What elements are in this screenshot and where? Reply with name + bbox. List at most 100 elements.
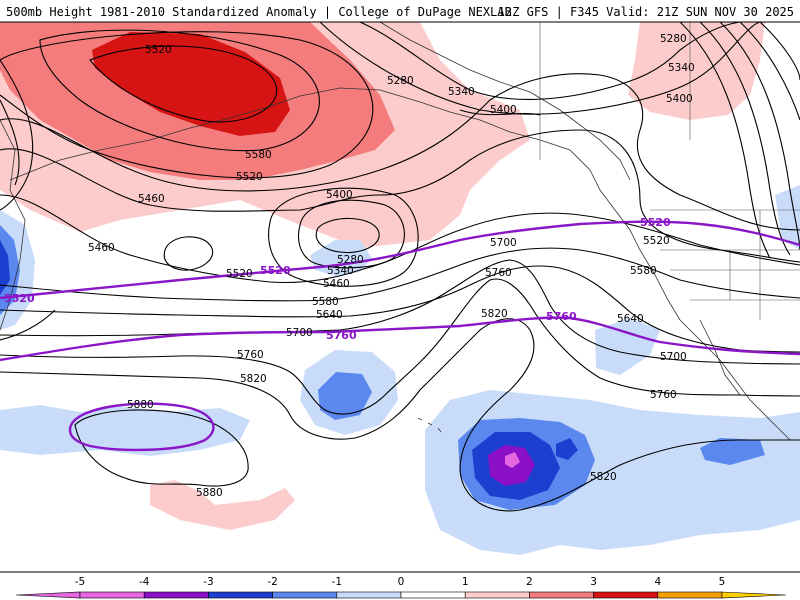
contour-cutoff-3: [297, 199, 405, 269]
colorbar-tick-label: 5: [719, 576, 726, 588]
anomaly-neg-w2: [0, 225, 20, 315]
contour-label: 5760: [650, 389, 677, 401]
header-bar: [0, 0, 800, 22]
contour-label: 5400: [490, 104, 517, 116]
contour-label: 5820: [240, 373, 267, 385]
contour-label: 5520: [145, 44, 172, 56]
anomaly-pos4: [628, 22, 765, 120]
colorbar-tick-label: 1: [462, 576, 469, 588]
colorbar-segment: [464, 591, 530, 599]
contour-label: 5280: [660, 33, 687, 45]
anomaly-neg-s5: [505, 452, 520, 468]
header-right: 12Z GFS | F345 Valid: 21Z SUN NOV 30 202…: [498, 5, 794, 19]
colorbar-segment: [400, 591, 466, 599]
header-left: 500mb Height 1981-2010 Standardized Anom…: [6, 5, 512, 19]
contour-label: 5340: [327, 265, 354, 277]
contour-5220: [89, 45, 278, 123]
contour-label: 5640: [316, 309, 343, 321]
anomaly-neg-s6: [556, 438, 578, 460]
climo-label: 5520: [260, 264, 291, 277]
contour-cutoff-2: [315, 217, 380, 254]
climo-label: 5760: [326, 329, 357, 342]
colorbar-high-extend: [721, 591, 787, 599]
contour-east-5: [759, 21, 800, 81]
colorbar-segment: [657, 591, 723, 599]
climo-labels: 5520 5760 5760 5520 5520: [4, 216, 671, 342]
coast-hawaii: [417, 417, 442, 433]
contour-label: 5520: [643, 235, 670, 247]
contour-label: 5820: [590, 471, 617, 483]
anomaly-neg-m2: [318, 372, 372, 420]
anomaly-neg-e1: [595, 318, 660, 375]
climo-label: 5520: [4, 292, 35, 305]
contour-cutoff-1: [163, 236, 213, 271]
colorbar: -5 -4 -3 -2 -1 0 1 2 3 4 5: [15, 576, 787, 599]
climo-5520: [0, 220, 800, 300]
colorbar-tick-label: -1: [332, 576, 342, 588]
contour-5760: [0, 278, 800, 415]
contour-5580: [0, 247, 800, 302]
colorbar-tick-label: 3: [590, 576, 597, 588]
contour-5460-a: [0, 129, 800, 263]
contour-label: 5580: [312, 296, 339, 308]
climo-contours: [0, 220, 800, 452]
colorbar-tick-label: -3: [203, 576, 213, 588]
coast-ak: [379, 21, 631, 181]
climo-5880: [68, 402, 215, 452]
anomaly-neg-w3: [0, 240, 10, 295]
contour-label: 5340: [448, 86, 475, 98]
contour-label: 5640: [617, 313, 644, 325]
colorbar-segment: [208, 591, 273, 599]
anomaly-neg-e3: [775, 185, 800, 250]
contour-label: 5460: [138, 193, 165, 205]
anomaly-neg-e2: [700, 438, 765, 465]
colorbar-tick-label: 4: [654, 576, 661, 588]
anomaly-pos5: [150, 480, 295, 530]
contour-west-2: [0, 99, 20, 186]
contour-5880: [74, 409, 249, 487]
anomaly-neg-sw: [0, 405, 250, 456]
contour-5640: [0, 265, 800, 353]
contour-label: 5400: [326, 189, 353, 201]
climo-5760: [0, 316, 800, 362]
colorbar-segment: [336, 591, 402, 599]
contour-label: 5460: [323, 278, 350, 290]
contour-label: 5700: [286, 327, 313, 339]
contour-label: 5820: [481, 308, 508, 320]
contour-5280-b: [359, 21, 741, 100]
coast-baja: [699, 319, 741, 396]
colorbar-tick-label: -2: [267, 576, 277, 588]
colorbar-segment: [143, 591, 209, 599]
colorbar-segment: [79, 591, 145, 599]
contour-5340-b: [319, 21, 761, 115]
contour-label: 5280: [387, 75, 414, 87]
contour-5400-b: [459, 109, 541, 116]
contour-label: 5400: [666, 93, 693, 105]
contour-west-1: [0, 59, 34, 211]
colorbar-segment: [593, 591, 659, 599]
contour-label: 5520: [226, 268, 253, 280]
contour-labels: 5520 5280 5340 5400 5580 5520 5460 5400 …: [88, 33, 695, 499]
contour-east-3: [679, 21, 771, 259]
contour-5820-a: [0, 318, 800, 512]
coast-aleutians: [9, 87, 616, 211]
contour-label: 5700: [490, 237, 517, 249]
colorbar-tick-label: 2: [526, 576, 533, 588]
contour-label: 5880: [127, 399, 154, 411]
contour-label: 5700: [660, 351, 687, 363]
colorbar-tick-label: -4: [139, 576, 150, 588]
contour-east-2: [699, 21, 791, 256]
climo-label: 5760: [546, 310, 577, 323]
anomaly-pos3: [92, 32, 290, 136]
contour-label: 5580: [630, 265, 657, 277]
contour-east-4: [739, 21, 800, 121]
colorbar-tick-label: 0: [398, 576, 405, 588]
contour-west-3: [0, 309, 56, 341]
contour-label: 5880: [196, 487, 223, 499]
state-borders: [539, 22, 800, 320]
colorbar-segment: [272, 591, 338, 599]
contour-east-1: [719, 21, 800, 251]
contour-label: 5280: [337, 254, 364, 266]
contour-label: 5760: [237, 349, 264, 361]
